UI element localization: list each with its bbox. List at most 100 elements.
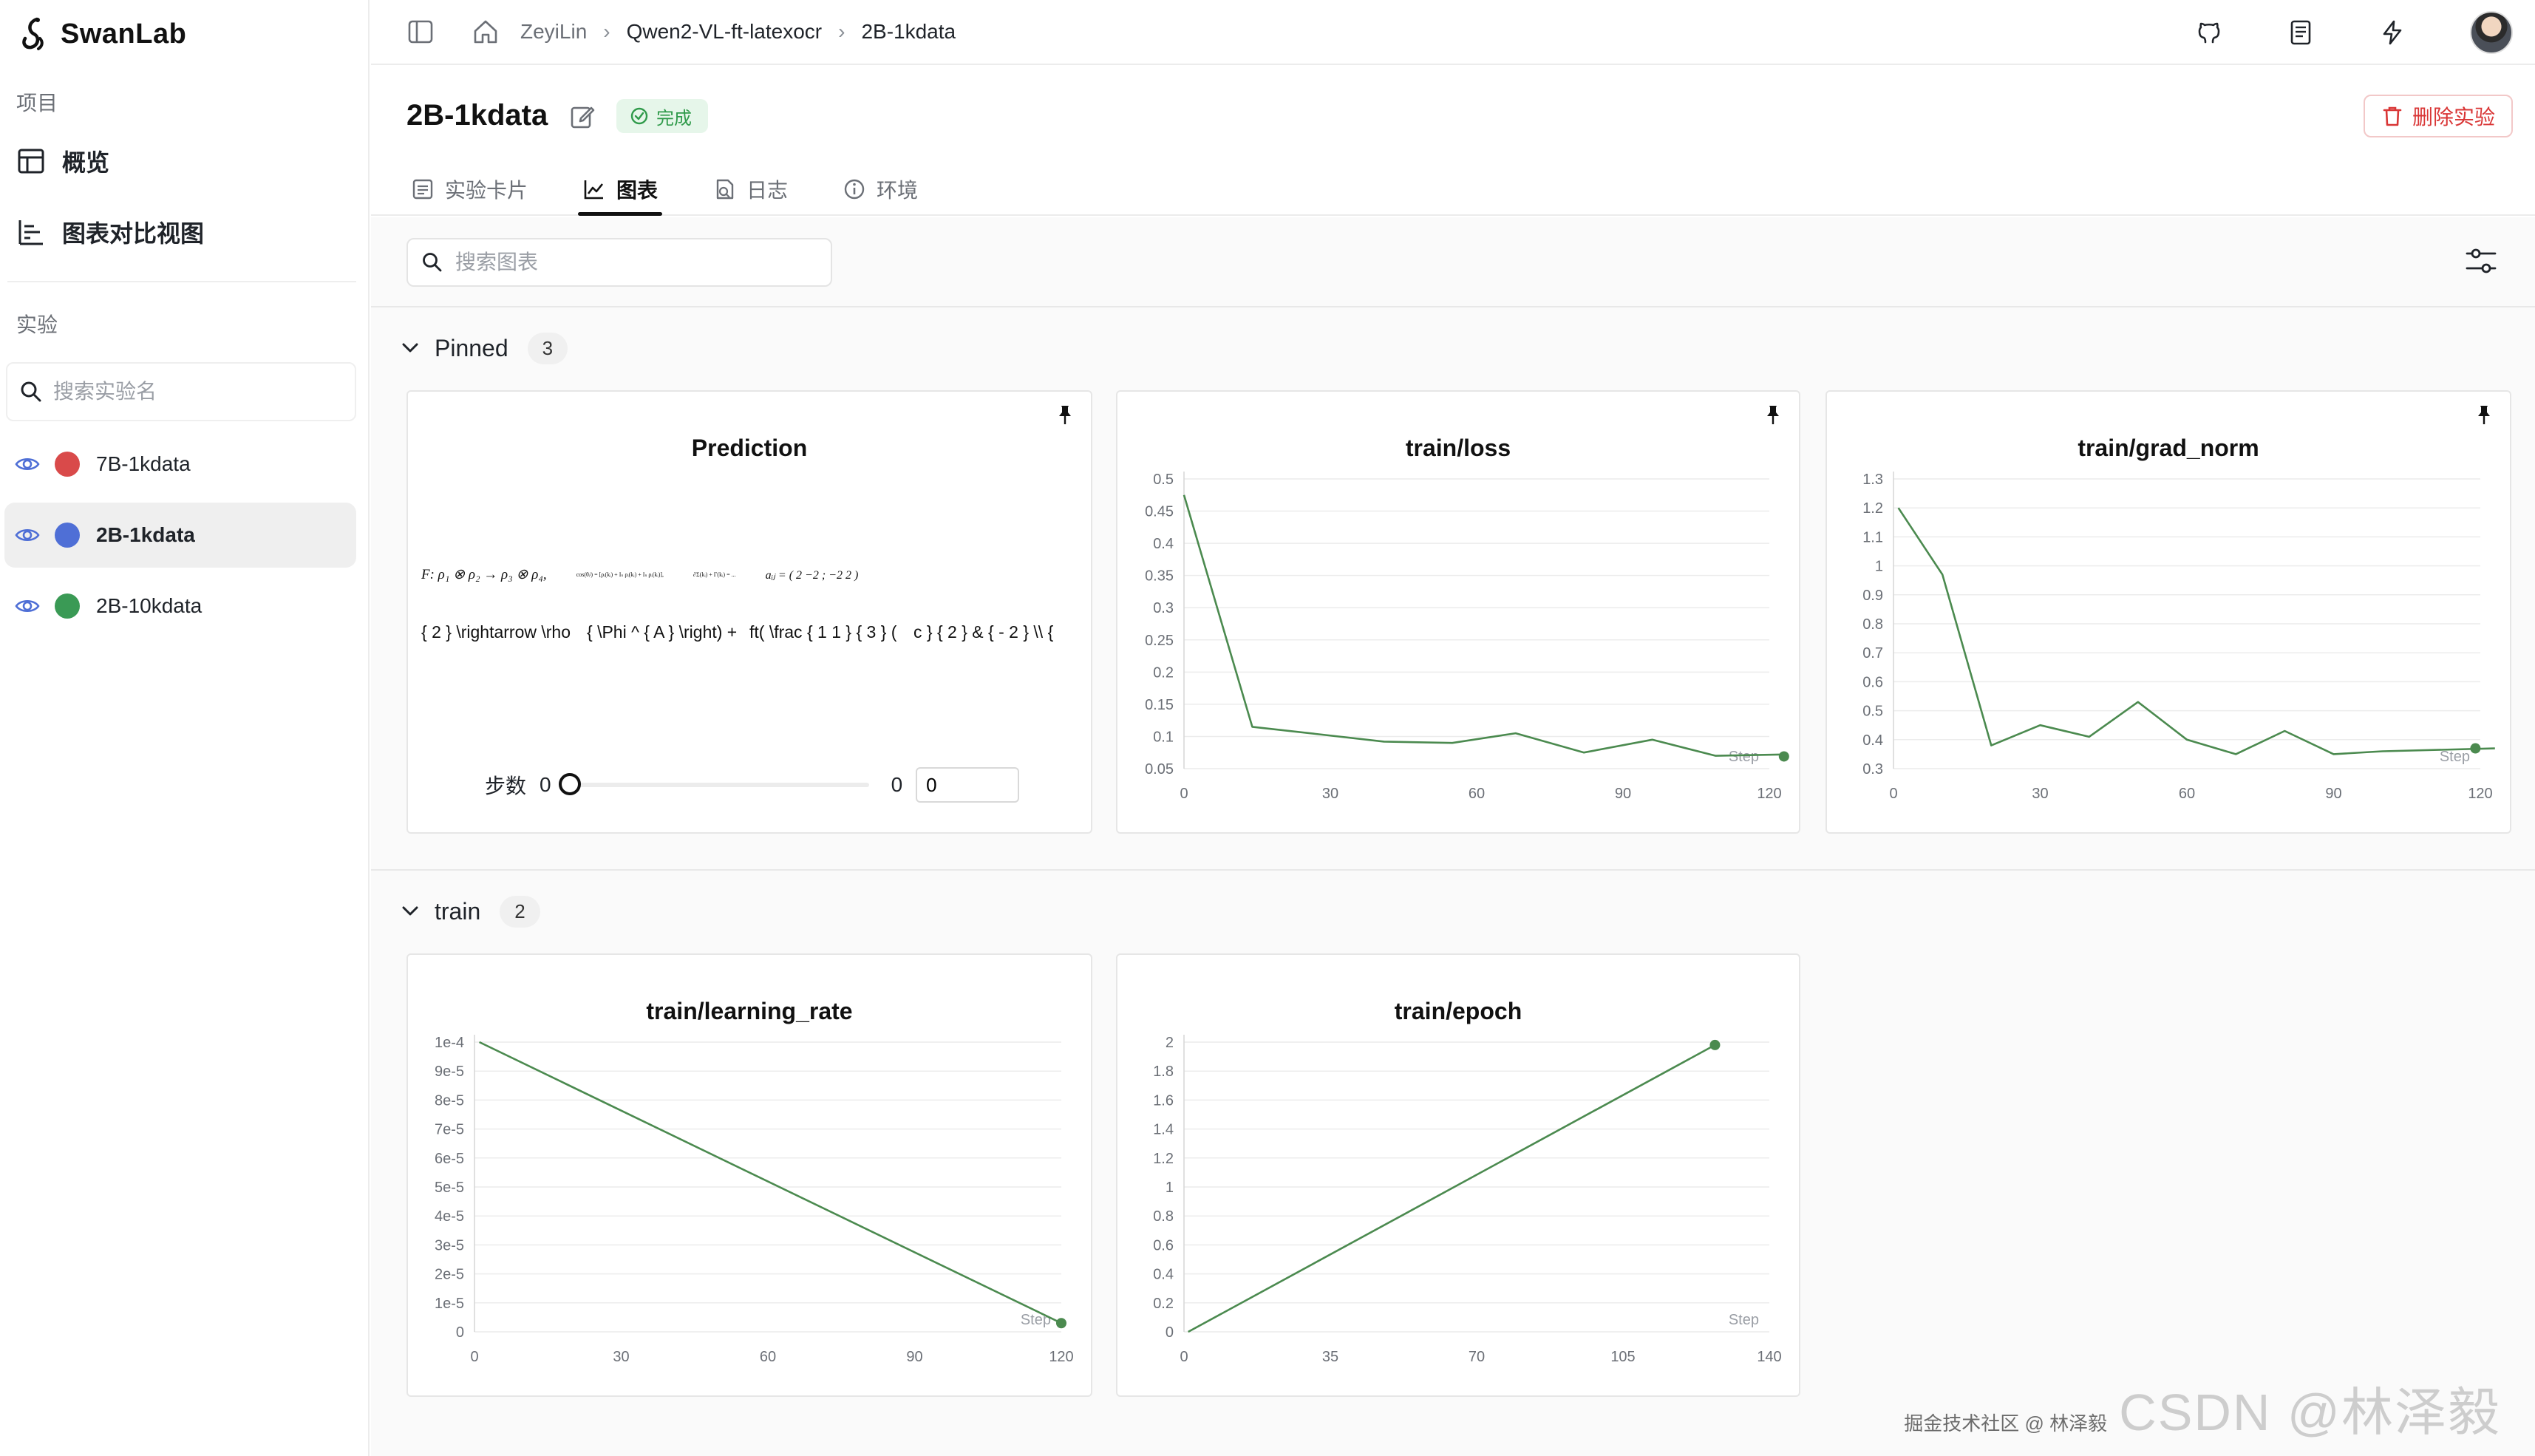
y-tick-label: 0.25 <box>1145 633 1174 649</box>
group-header-train[interactable]: train 2 <box>399 893 540 930</box>
tab-label: 环境 <box>877 179 919 202</box>
tab-label: 实验卡片 <box>445 179 528 202</box>
prediction-formula: F: ρ₁ ⊗ ρ₂ → ρ₃ ⊗ ρ₄, <box>421 567 547 582</box>
app-name: SwanLab <box>61 18 187 50</box>
tab-charts[interactable]: 图表 <box>578 163 663 216</box>
tab-experiment-card[interactable]: 实验卡片 <box>406 163 532 216</box>
breadcrumb-project[interactable]: Qwen2-VL-ft-latexocr <box>626 20 823 43</box>
pin-icon[interactable] <box>1763 404 1783 426</box>
y-tick-label: 0.5 <box>1153 472 1174 488</box>
y-tick-label: 0.8 <box>1153 1208 1174 1225</box>
group-header-pinned[interactable]: Pinned 3 <box>399 330 568 367</box>
edit-icon[interactable] <box>569 103 596 130</box>
x-tick-label: 0 <box>1180 1349 1188 1365</box>
pin-icon[interactable] <box>1055 404 1075 426</box>
x-tick-label: 70 <box>1469 1349 1485 1365</box>
experiment-item-2b-1kdata[interactable]: 2B-1kdata <box>4 503 356 568</box>
chart-title: Prediction <box>691 435 808 461</box>
experiment-name: 2B-10kdata <box>96 594 203 617</box>
breadcrumb: ZeyiLin › Qwen2-VL-ft-latexocr › 2B-1kda… <box>520 20 956 44</box>
user-avatar[interactable] <box>2470 11 2513 54</box>
step-slider-thumb[interactable] <box>558 773 581 795</box>
step-slider-row: 步数 0 0 <box>485 767 1020 803</box>
chevron-down-icon <box>402 343 418 353</box>
experiment-header: 2B-1kdata 完成 删除实验 实验卡片 <box>371 67 2535 216</box>
prediction-latex: c } { 2 } & { - 2 } \\ { <box>913 622 1054 642</box>
y-tick-label: 0.1 <box>1153 729 1174 745</box>
chart-search-input[interactable] <box>455 251 825 274</box>
experiment-search[interactable] <box>6 362 356 421</box>
pin-icon[interactable] <box>2474 404 2494 426</box>
watermark-small: 掘金技术社区 @ 林泽毅 <box>1904 1412 2108 1435</box>
docs-icon[interactable] <box>2287 18 2315 47</box>
experiment-search-input[interactable] <box>53 380 349 404</box>
tab-bar: 实验卡片 图表 日志 环境 <box>406 163 922 216</box>
tab-logs[interactable]: 日志 <box>708 163 792 216</box>
app-logo[interactable]: SwanLab <box>18 16 186 52</box>
y-tick-label: 6e-5 <box>435 1151 464 1167</box>
group-name: Pinned <box>435 334 508 361</box>
lightning-icon[interactable] <box>2378 18 2406 47</box>
prediction-formula: cos(θᵢʲ) = [ρᵢ(kᵢ) + Iₛ ρᵢ(kᵢ) + Iₛ ρᵢ(k… <box>576 571 664 578</box>
home-icon[interactable] <box>472 18 500 46</box>
y-tick-label: 1.3 <box>1862 472 1883 488</box>
card-icon <box>412 179 433 200</box>
y-tick-label: 0.4 <box>1153 1267 1174 1283</box>
y-tick-label: 0.35 <box>1145 568 1174 585</box>
tab-environment[interactable]: 环境 <box>838 163 922 216</box>
tab-label: 图表 <box>616 179 659 202</box>
experiment-color-dot <box>55 523 80 548</box>
step-input[interactable] <box>916 767 1020 803</box>
status-label: 完成 <box>656 108 692 129</box>
chart-card-train-loss: train/loss 0.05 0.1 0.15 0.2 0.25 0.3 0.35 0.4 0… <box>1116 390 1800 834</box>
x-tick-label: 90 <box>1615 786 1631 802</box>
step-slider-label: 步数 <box>485 775 527 797</box>
info-icon <box>844 179 865 200</box>
prediction-image-row: F: ρ₁ ⊗ ρ₂ → ρ₃ ⊗ ρ₄, cos(θᵢʲ) = [ρᵢ(kᵢ)… <box>421 566 1081 583</box>
eye-icon[interactable] <box>15 523 40 548</box>
section-divider <box>371 306 2535 307</box>
delete-experiment-button[interactable]: 删除实验 <box>2363 95 2513 137</box>
line-chart: 0.05 0.1 0.15 0.2 0.25 0.3 0.35 0.4 0.45 0.5 0 30 60… <box>1145 472 1789 802</box>
y-tick-label: 0.45 <box>1145 504 1174 520</box>
series-end-point[interactable] <box>1709 1039 1721 1050</box>
y-tick-label: 1e-5 <box>435 1296 464 1312</box>
github-icon[interactable] <box>2195 18 2223 47</box>
sidebar-toggle-icon[interactable] <box>406 18 435 46</box>
tab-label: 日志 <box>746 179 789 202</box>
breadcrumb-experiment[interactable]: 2B-1kdata <box>861 20 956 43</box>
charts-content: Pinned 3 Prediction F: ρ₁ ⊗ ρ₂ → ρ₃ ⊗ ρ₄… <box>371 217 2535 1456</box>
x-tick-label: 140 <box>1757 1349 1781 1365</box>
series-end-point[interactable] <box>1056 1318 1066 1329</box>
y-tick-label: 4e-5 <box>435 1208 464 1225</box>
x-axis-step-label: Step <box>1729 749 1759 765</box>
x-tick-label: 0 <box>1180 786 1188 802</box>
sidebar-item-label: 概览 <box>62 149 110 176</box>
eye-icon[interactable] <box>15 593 40 619</box>
group-count: 2 <box>500 895 540 928</box>
line-chart: 0 0.2 0.4 0.6 0.8 1 1.2 1.4 1.6 1.8 2 0 35 70 105 140 St… <box>1153 1035 1782 1365</box>
chart-title: train/learning_rate <box>646 998 853 1024</box>
y-tick-label: 2 <box>1166 1035 1174 1051</box>
x-tick-label: 0 <box>470 1349 478 1365</box>
chart-title: train/loss <box>1405 435 1511 461</box>
prediction-latex: { 2 } \rightarrow \rho <box>421 622 571 642</box>
eye-icon[interactable] <box>15 452 40 477</box>
y-tick-label: 1.2 <box>1862 500 1883 517</box>
x-tick-label: 90 <box>2325 786 2341 802</box>
step-slider-track[interactable] <box>558 773 869 795</box>
search-icon <box>21 381 41 402</box>
series-end-point[interactable] <box>1778 751 1789 762</box>
experiment-name: 7B-1kdata <box>96 452 191 475</box>
y-tick-label: 0.6 <box>1153 1237 1174 1253</box>
sidebar-item-chart-compare[interactable]: 图表对比视图 <box>16 210 204 254</box>
y-tick-label: 0.6 <box>1862 674 1883 690</box>
settings-sliders-icon[interactable] <box>2464 244 2498 278</box>
experiment-item-2b-10kdata[interactable]: 2B-10kdata <box>4 574 356 639</box>
line-chart: 0.3 0.4 0.5 0.6 0.7 0.8 0.9 1 1.1 1.2 1.3 0 30 60 90 12… <box>1862 472 2495 802</box>
experiment-item-7b-1kdata[interactable]: 7B-1kdata <box>4 432 356 497</box>
chart-search[interactable] <box>406 238 832 287</box>
series-end-point[interactable] <box>2470 743 2481 754</box>
breadcrumb-user[interactable]: ZeyiLin <box>520 20 588 43</box>
sidebar-item-overview[interactable]: 概览 <box>16 139 109 183</box>
